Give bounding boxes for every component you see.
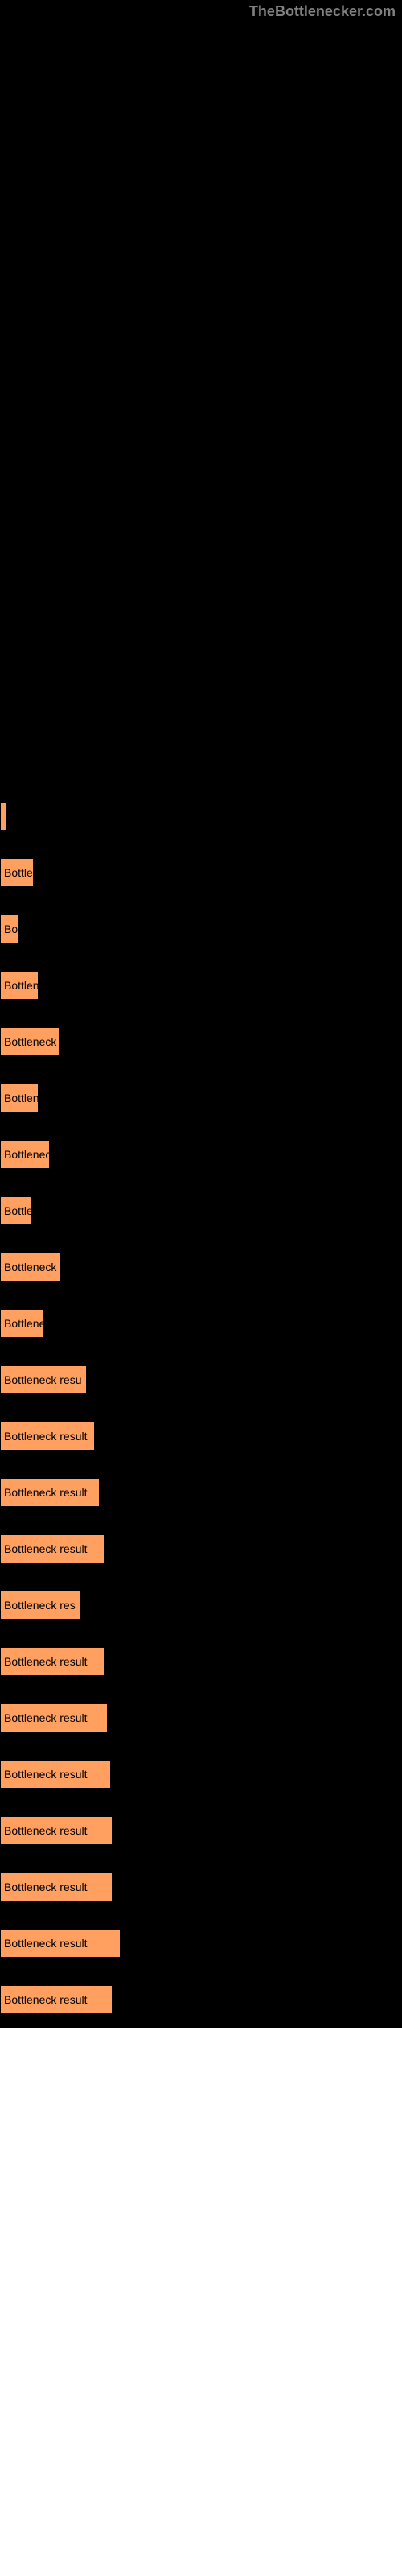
bar: Bottleneck result	[0, 1422, 95, 1451]
bar: Bo	[0, 914, 19, 943]
bar-row: Bottleneck result	[0, 1690, 402, 1746]
bar-row: Bottleneck result	[0, 1521, 402, 1577]
bar: Bottleneck result	[0, 1929, 121, 1958]
bar-row: Bottleneck result	[0, 1971, 402, 2028]
bar: Bottleneck result	[0, 1534, 105, 1563]
bar: Bottleneck result	[0, 1760, 111, 1789]
bar-row: Bottleneck result	[0, 1464, 402, 1521]
bar: Bottleneck result	[0, 1647, 105, 1676]
bar: Bottleneck res	[0, 1591, 80, 1620]
bar: Bottleneck resu	[0, 1365, 87, 1394]
bar: Bottleneck	[0, 1027, 59, 1056]
bar-row: Bottleneck result	[0, 1859, 402, 1915]
bar-chart: Bottle Bo Bottlen Bottleneck Bottlen Bottlene…	[0, 788, 402, 2028]
bar: Bottlene	[0, 1309, 43, 1338]
bar-row: Bottleneck result	[0, 1408, 402, 1464]
bar-row: Bottlene	[0, 1295, 402, 1352]
bar: Bottle	[0, 1196, 32, 1225]
bar: Bottleneck result	[0, 1872, 113, 1901]
bar: Bottleneck result	[0, 1703, 108, 1732]
bar-row: Bottleneck result	[0, 1633, 402, 1690]
bar: Bottleneck	[0, 1253, 61, 1282]
bar-row: Bottle	[0, 1183, 402, 1239]
bar-row: Bottleneck result	[0, 1746, 402, 1802]
chart-top-spacer	[0, 23, 402, 788]
bar-row: Bottleneck result	[0, 1802, 402, 1859]
bar: Bottleneck result	[0, 1985, 113, 2014]
bar-row: Bottleneck res	[0, 1577, 402, 1633]
bar: Bottlen	[0, 1084, 39, 1113]
bar-row: Bottlen	[0, 957, 402, 1013]
bar: Bottleneck result	[0, 1816, 113, 1845]
bar-row: Bottleneck resu	[0, 1352, 402, 1408]
bar: Bottlenec	[0, 1140, 50, 1169]
bar-row: Bottlenec	[0, 1126, 402, 1183]
bar-row: Bottle	[0, 844, 402, 901]
bar	[0, 802, 6, 831]
bar: Bottlen	[0, 971, 39, 1000]
bar-row: Bo	[0, 901, 402, 957]
bar-row: Bottlen	[0, 1070, 402, 1126]
header: TheBottlenecker.com	[0, 0, 402, 23]
bar-row	[0, 788, 402, 844]
bar-row: Bottleneck	[0, 1239, 402, 1295]
bar: Bottle	[0, 858, 34, 887]
bar-row: Bottleneck	[0, 1013, 402, 1070]
watermark-text: TheBottlenecker.com	[249, 3, 396, 19]
bar: Bottleneck result	[0, 1478, 100, 1507]
bar-row: Bottleneck result	[0, 1915, 402, 1971]
